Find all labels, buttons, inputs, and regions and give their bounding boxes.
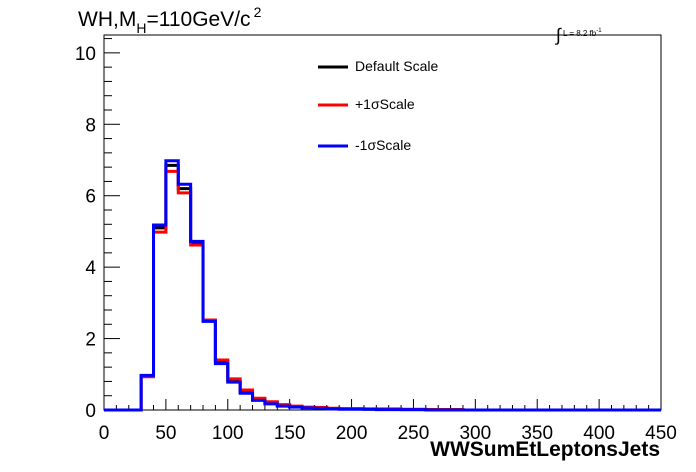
series-line-2 [104, 159, 661, 412]
x-tick-label: 200 [336, 423, 368, 444]
title-superscript: 2 [253, 4, 262, 20]
luminosity-text: L = 8.2 fb [562, 29, 597, 38]
series-line-0 [104, 163, 661, 412]
x-tick-label: 450 [645, 423, 677, 444]
legend-label-0: Default Scale [355, 58, 439, 74]
x-tick-label: 400 [583, 423, 615, 444]
title-main: WH,M [78, 8, 137, 31]
y-tick-label: 10 [75, 44, 96, 65]
legend [318, 65, 348, 148]
x-tick-label: 250 [398, 423, 430, 444]
x-axis-label: WWSumEtLeptonsJets [430, 438, 660, 461]
legend-label-1: +1σScale [355, 96, 415, 112]
x-tick-label: 100 [212, 423, 244, 444]
axes: 0 50 100 150 200 250 300 350 400 450 0 2 4 6 8 10 [75, 38, 677, 444]
x-tick-label: 300 [459, 423, 491, 444]
x-tick-label: 0 [99, 423, 110, 444]
series-line-1 [104, 169, 661, 412]
chart-title: WH,MH=110GeV/c 2 [78, 4, 261, 36]
title-subscript: H [136, 20, 147, 36]
y-tick-label: 8 [85, 115, 96, 136]
y-tick-label: 6 [85, 187, 96, 208]
x-tick-label: 150 [274, 423, 306, 444]
x-tick-label: 350 [521, 423, 553, 444]
luminosity-superscript: -1 [596, 28, 602, 34]
y-tick-label: 2 [85, 330, 96, 351]
title-rest: =110GeV/c [146, 8, 251, 31]
y-tick-label: 4 [85, 258, 96, 279]
y-tick-label: 0 [85, 401, 96, 422]
integral-symbol: ∫ [556, 25, 561, 45]
plot-frame [103, 34, 662, 411]
x-tick-label: 50 [155, 423, 176, 444]
luminosity-label: ∫ L = 8.2 fb-1 [556, 20, 602, 45]
legend-label-2: -1σScale [355, 137, 412, 153]
series-layer [104, 159, 661, 412]
